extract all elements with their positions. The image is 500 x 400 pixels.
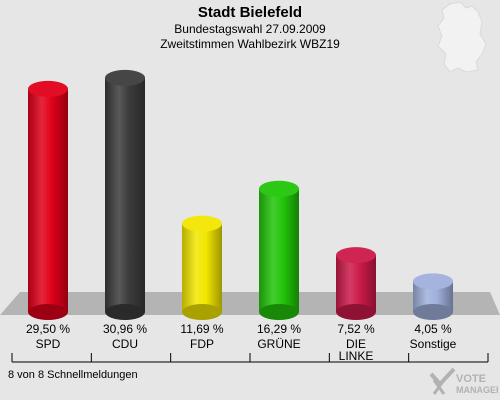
bar-body [105,77,145,313]
votemanager-logo: VOTE MANAGER [429,367,498,395]
value-label: 16,29 % [257,322,301,336]
chart-district: Zweitstimmen Wahlbezirk WBZ19 [160,37,340,51]
bar-base [182,304,222,320]
category-label: FDP [190,337,214,351]
chart-subtitle: Bundestagswahl 27.09.2009 [174,22,326,36]
svg-text:VOTE: VOTE [456,373,486,385]
bar-base [336,304,376,320]
germany-map-icon [437,1,487,73]
bar-die-linke [336,247,376,320]
category-label: CDU [112,337,138,351]
bar-base [259,304,299,320]
bar-body [259,188,299,312]
bar-base [413,304,453,320]
bar-top [259,180,299,197]
bar-base [105,304,145,320]
category-label: LINKE [339,349,374,363]
value-label: 30,96 % [103,322,147,336]
bar-body [28,88,68,312]
chart-title: Stadt Bielefeld [197,4,303,21]
bar-grüne [259,180,299,320]
bar-cdu [105,69,145,320]
bar-top [28,80,68,97]
category-label: SPD [36,337,61,351]
svg-text:MANAGER: MANAGER [456,385,498,395]
bar-body [336,255,376,312]
reporting-status: 8 von 8 Schnellmeldungen [8,369,138,381]
category-label: GRÜNE [257,337,300,351]
bar-fdp [182,215,222,320]
bar-sonstige [413,273,453,320]
bar-top [413,273,453,290]
bar-base [28,304,68,320]
bar-body [182,223,222,312]
bar-spd [28,80,68,320]
value-label: 11,69 % [180,322,223,336]
bar-top [105,69,145,86]
value-label: 4,05 % [414,322,452,336]
value-label: 29,50 % [26,322,70,336]
category-label: Sonstige [410,337,457,351]
category-label: DIE [346,337,366,351]
bar-top [182,215,222,232]
value-label: 7,52 % [337,322,375,336]
bar-top [336,247,376,264]
